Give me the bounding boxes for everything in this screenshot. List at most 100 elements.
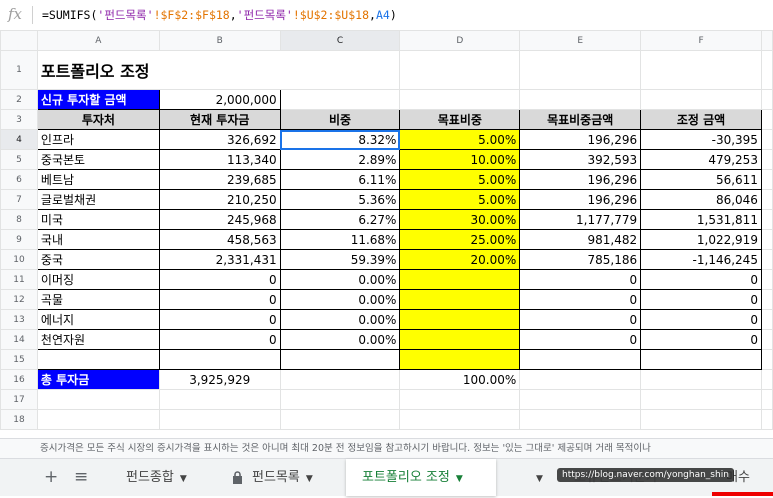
cell[interactable] xyxy=(640,409,762,430)
header-cell[interactable]: 목표비중 xyxy=(399,109,521,130)
cell[interactable] xyxy=(760,129,773,150)
data-cell[interactable]: 0 xyxy=(158,309,281,330)
data-cell[interactable]: 국내 xyxy=(36,229,160,250)
row-header[interactable]: 10 xyxy=(0,249,38,270)
row-header[interactable]: 16 xyxy=(0,369,38,390)
tab-scroll[interactable]: ▼ xyxy=(530,459,550,496)
data-cell[interactable] xyxy=(399,329,521,350)
column-header-a[interactable]: A xyxy=(36,30,160,51)
cell[interactable] xyxy=(640,50,762,90)
data-cell[interactable] xyxy=(399,309,521,330)
cell[interactable] xyxy=(760,109,773,130)
data-cell[interactable]: 중국본토 xyxy=(36,149,160,170)
data-cell[interactable] xyxy=(519,349,642,370)
data-cell[interactable]: 0.00% xyxy=(279,269,401,290)
data-cell[interactable]: 에너지 xyxy=(36,309,160,330)
data-cell[interactable]: 196,296 xyxy=(519,129,642,150)
data-cell[interactable]: 미국 xyxy=(36,209,160,230)
data-cell[interactable]: 0 xyxy=(519,289,642,310)
data-cell[interactable]: 곡물 xyxy=(36,289,160,310)
cell[interactable] xyxy=(279,369,401,390)
row-header[interactable]: 13 xyxy=(0,309,38,330)
select-all-corner[interactable] xyxy=(0,30,38,51)
column-header-c[interactable]: C xyxy=(279,30,401,51)
row-header[interactable]: 12 xyxy=(0,289,38,310)
data-cell[interactable]: 30.00% xyxy=(399,209,521,230)
data-cell[interactable]: 245,968 xyxy=(158,209,281,230)
data-cell[interactable]: 210,250 xyxy=(158,189,281,210)
total-pct[interactable]: 100.00% xyxy=(399,369,521,390)
data-cell[interactable]: 0.00% xyxy=(279,329,401,350)
data-cell[interactable]: 글로벌채권 xyxy=(36,189,160,210)
cell[interactable] xyxy=(399,89,521,110)
tab-portfolio-adjust[interactable]: 포트폴리오 조정 ▼ xyxy=(346,459,496,496)
data-cell[interactable]: 196,296 xyxy=(519,169,642,190)
data-cell[interactable] xyxy=(279,349,401,370)
data-cell[interactable]: 113,340 xyxy=(158,149,281,170)
data-cell[interactable]: 0 xyxy=(519,309,642,330)
row-header[interactable]: 8 xyxy=(0,209,38,230)
data-cell[interactable]: 2.89% xyxy=(279,149,401,170)
row-header[interactable]: 6 xyxy=(0,169,38,190)
cell[interactable] xyxy=(399,409,521,430)
cell[interactable] xyxy=(760,309,773,330)
total-label[interactable]: 총 투자금 xyxy=(36,369,160,390)
header-cell[interactable]: 조정 금액 xyxy=(640,109,762,130)
cell[interactable] xyxy=(519,369,642,390)
data-cell[interactable]: 86,046 xyxy=(640,189,762,210)
data-cell[interactable]: 1,022,919 xyxy=(640,229,762,250)
cell[interactable] xyxy=(760,389,773,410)
cell[interactable] xyxy=(279,89,401,110)
data-cell[interactable]: 베트남 xyxy=(36,169,160,190)
data-cell[interactable]: 392,593 xyxy=(519,149,642,170)
cell[interactable] xyxy=(760,369,773,390)
data-cell[interactable]: 0 xyxy=(640,289,762,310)
row-header[interactable]: 7 xyxy=(0,189,38,210)
cell[interactable] xyxy=(760,209,773,230)
data-cell[interactable]: 11.68% xyxy=(279,229,401,250)
total-value[interactable]: 3,925,929 xyxy=(158,369,281,390)
header-cell[interactable]: 현재 투자금 xyxy=(158,109,281,130)
cell[interactable] xyxy=(158,409,281,430)
data-cell[interactable]: 0 xyxy=(519,329,642,350)
data-cell[interactable]: 5.36% xyxy=(279,189,401,210)
cell[interactable] xyxy=(760,349,773,370)
data-cell[interactable]: 239,685 xyxy=(158,169,281,190)
cell[interactable] xyxy=(399,389,521,410)
data-cell[interactable]: 2,331,431 xyxy=(158,249,281,270)
column-header-b[interactable]: B xyxy=(158,30,281,51)
data-cell[interactable]: 이머징 xyxy=(36,269,160,290)
data-cell[interactable]: 56,611 xyxy=(640,169,762,190)
cell[interactable] xyxy=(399,50,521,90)
data-cell[interactable]: 중국 xyxy=(36,249,160,270)
data-cell[interactable]: 25.00% xyxy=(399,229,521,250)
row-header[interactable]: 15 xyxy=(0,349,38,370)
data-cell[interactable]: 0 xyxy=(640,329,762,350)
column-header-f[interactable]: F xyxy=(640,30,762,51)
row-header[interactable]: 9 xyxy=(0,229,38,250)
cell[interactable] xyxy=(760,189,773,210)
row-header[interactable]: 5 xyxy=(0,149,38,170)
data-cell[interactable]: 479,253 xyxy=(640,149,762,170)
cell[interactable] xyxy=(760,229,773,250)
cell[interactable] xyxy=(519,389,642,410)
data-cell[interactable]: 1,531,811 xyxy=(640,209,762,230)
cell[interactable] xyxy=(158,389,281,410)
cell[interactable] xyxy=(760,169,773,190)
cell[interactable] xyxy=(760,249,773,270)
new-invest-value[interactable]: 2,000,000 xyxy=(158,89,281,110)
cell[interactable] xyxy=(760,50,773,90)
tab-fund-list[interactable]: 펀드목록 ▼ xyxy=(218,459,346,496)
cell[interactable] xyxy=(760,329,773,350)
spreadsheet-grid[interactable]: A B C D E F 1 포트폴리오 조정 2 신규 투자할 금액 2,000… xyxy=(0,30,773,430)
tab-fund-summary[interactable]: 펀드종합 ▼ xyxy=(112,459,218,496)
data-cell[interactable]: 981,482 xyxy=(519,229,642,250)
cell[interactable] xyxy=(640,89,762,110)
data-cell[interactable]: 6.27% xyxy=(279,209,401,230)
cell[interactable] xyxy=(760,409,773,430)
data-cell[interactable]: 0.00% xyxy=(279,309,401,330)
column-header-e[interactable]: E xyxy=(519,30,642,51)
data-cell[interactable]: 0 xyxy=(158,269,281,290)
data-cell[interactable] xyxy=(36,349,160,370)
cell[interactable] xyxy=(760,269,773,290)
